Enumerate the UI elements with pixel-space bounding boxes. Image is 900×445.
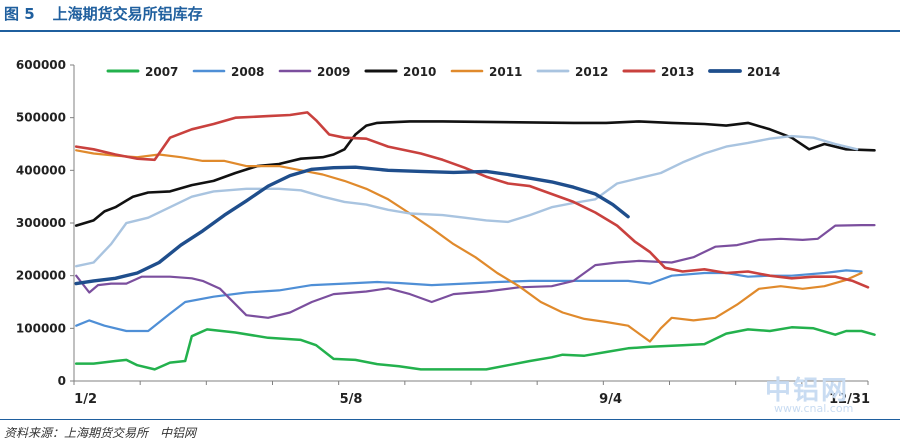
y-tick-label: 600000: [16, 58, 66, 72]
y-tick-label: 200000: [16, 269, 66, 283]
y-tick-label: 0: [58, 374, 66, 388]
figure-number: 图 5: [4, 5, 35, 23]
series-line-2011: [75, 149, 863, 343]
legend-label-2010: 2010: [403, 65, 436, 79]
series-line-2014: [74, 165, 630, 286]
legend-label-2013: 2013: [661, 65, 694, 79]
y-tick-label: 300000: [16, 216, 66, 230]
watermark-url: www.cnal.com: [774, 402, 854, 415]
x-tick-label: 9/4: [599, 392, 622, 407]
footer-divider: [0, 419, 900, 420]
legend-label-2012: 2012: [575, 65, 608, 79]
series-line-2013: [74, 111, 870, 289]
chart-legend: 2007 2008 2009 2010 2011 2012 2013 2014: [106, 65, 780, 79]
x-tick-label: 5/8: [340, 392, 363, 407]
title-divider: [0, 30, 900, 32]
chart-series: [74, 111, 876, 371]
figure-title: 图 5 上海期货交易所铝库存: [4, 3, 203, 24]
legend-label-2007: 2007: [145, 65, 178, 79]
series-line-2010: [74, 120, 876, 227]
x-tick-label: 12/31: [829, 392, 870, 407]
series-line-2007: [74, 326, 876, 371]
y-tick-label: 400000: [16, 163, 66, 177]
legend-label-2014: 2014: [747, 65, 780, 79]
watermark-logo: 中铝网: [765, 376, 850, 406]
line-chart: 0 100000 200000 300000 400000 500000 600000 1/2…: [16, 58, 876, 407]
source-note: 资料来源：上海期货交易所 中铝网: [4, 426, 197, 440]
legend-label-2009: 2009: [317, 65, 350, 79]
series-line-2012: [75, 134, 859, 268]
legend-label-2011: 2011: [489, 65, 522, 79]
legend-label-2008: 2008: [231, 65, 264, 79]
chart-axes: 0 100000 200000 300000 400000 500000 600000 1/2…: [16, 58, 870, 407]
figure-title-text: 上海期货交易所铝库存: [52, 5, 203, 23]
y-tick-label: 500000: [16, 111, 66, 125]
series-line-2008: [75, 269, 863, 333]
series-line-2009: [75, 224, 876, 319]
x-tick-label: 1/2: [74, 392, 97, 407]
y-tick-label: 100000: [16, 321, 66, 335]
